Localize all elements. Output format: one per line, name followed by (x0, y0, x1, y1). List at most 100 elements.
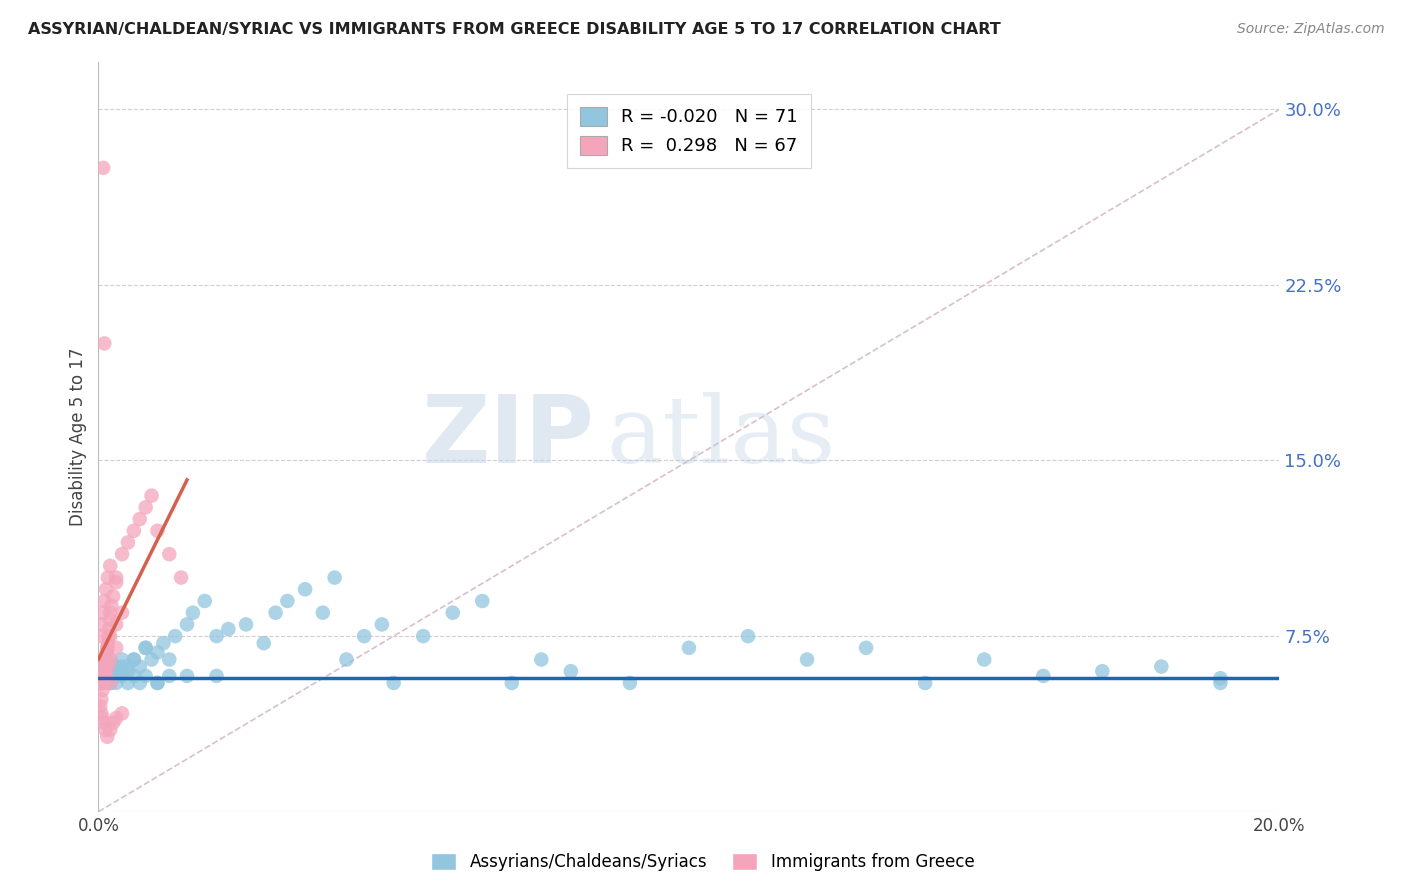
Text: ZIP: ZIP (422, 391, 595, 483)
Point (96, 640, 118, 655)
Point (111, 659, 134, 673)
Point (560, 664, 582, 679)
Point (146, 646, 169, 660)
Point (98, 652, 121, 666)
Point (93, 715, 115, 730)
Point (98, 613, 121, 627)
Point (128, 676, 150, 690)
Y-axis label: Disability Age 5 to 17: Disability Age 5 to 17 (69, 348, 87, 526)
Point (90, 676, 112, 690)
Point (111, 547, 134, 561)
Point (135, 669, 157, 683)
Point (382, 676, 405, 690)
Point (108, 664, 131, 679)
Point (91, 606, 114, 620)
Point (98, 629, 121, 643)
Point (93, 652, 115, 666)
Point (1209, 676, 1232, 690)
Point (91, 161, 114, 175)
Point (176, 669, 198, 683)
Point (93, 669, 115, 683)
Point (91, 711, 114, 725)
Point (165, 629, 187, 643)
Point (678, 640, 700, 655)
Point (89, 629, 111, 643)
Point (412, 629, 434, 643)
Point (176, 617, 198, 632)
Point (105, 676, 128, 690)
Point (796, 652, 818, 666)
Point (89, 676, 111, 690)
Point (93, 659, 115, 673)
Point (103, 669, 125, 683)
Point (91, 671, 114, 685)
Point (122, 524, 145, 538)
Point (90, 692, 112, 706)
Point (122, 652, 145, 666)
Point (128, 512, 150, 526)
Point (90, 671, 112, 685)
Point (152, 636, 174, 650)
Point (105, 711, 128, 725)
Point (312, 606, 335, 620)
Point (619, 676, 641, 690)
Point (353, 629, 375, 643)
Point (855, 640, 877, 655)
Point (98, 723, 121, 737)
Point (103, 590, 125, 604)
Point (117, 676, 139, 690)
Point (122, 652, 145, 666)
Text: Source: ZipAtlas.com: Source: ZipAtlas.com (1237, 22, 1385, 37)
Point (1150, 659, 1173, 673)
Point (264, 606, 287, 620)
Point (97, 571, 120, 585)
Point (117, 664, 139, 679)
Point (91, 683, 114, 698)
Point (235, 617, 257, 632)
Point (157, 669, 180, 683)
Point (170, 571, 193, 585)
Point (98, 606, 121, 620)
Point (111, 669, 134, 683)
Point (1032, 669, 1054, 683)
Legend: Assyrians/Chaldeans/Syriacs, Immigrants from Greece: Assyrians/Chaldeans/Syriacs, Immigrants … (423, 845, 983, 880)
Point (122, 669, 145, 683)
Point (90, 676, 112, 690)
Point (93, 336, 115, 351)
Point (89, 676, 111, 690)
Point (89, 676, 111, 690)
Point (93, 676, 115, 690)
Point (194, 594, 217, 608)
Point (105, 659, 128, 673)
Point (105, 669, 128, 683)
Point (135, 500, 157, 515)
Point (91, 673, 114, 688)
Point (1091, 664, 1114, 679)
Point (205, 669, 228, 683)
Legend: R = -0.020   N = 71, R =  0.298   N = 67: R = -0.020 N = 71, R = 0.298 N = 67 (567, 94, 811, 168)
Point (117, 535, 139, 549)
Point (94, 659, 117, 673)
Point (93, 594, 115, 608)
Point (90, 664, 112, 679)
Point (96, 664, 118, 679)
Point (181, 606, 204, 620)
Point (105, 617, 128, 632)
Point (94, 669, 117, 683)
Point (105, 640, 128, 655)
Point (98, 676, 121, 690)
Point (91, 676, 114, 690)
Point (128, 659, 150, 673)
Point (105, 575, 128, 590)
Point (135, 640, 157, 655)
Point (141, 652, 163, 666)
Point (96, 730, 118, 744)
Point (97, 659, 120, 673)
Point (93, 652, 115, 666)
Point (93, 673, 115, 688)
Point (157, 547, 180, 561)
Point (96, 640, 118, 655)
Point (90, 673, 112, 688)
Point (98, 652, 121, 666)
Point (117, 659, 139, 673)
